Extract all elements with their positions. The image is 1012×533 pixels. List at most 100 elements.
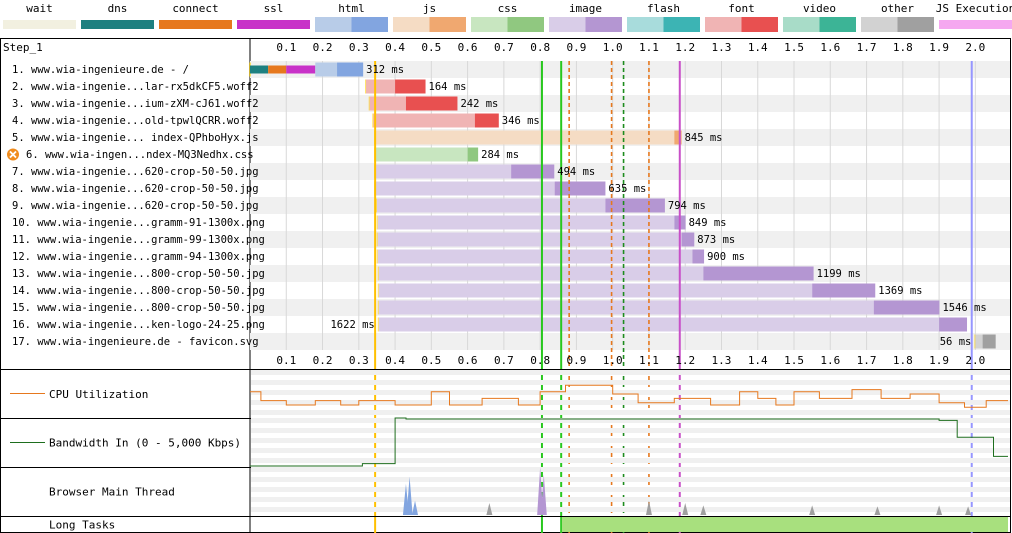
- panel-stripe: [251, 497, 1010, 502]
- request-row: [374, 130, 682, 145]
- axis-tick-label: 0.8: [530, 354, 550, 367]
- render-blocking-icon: [7, 148, 19, 161]
- request-row: [372, 113, 499, 128]
- main-thread-spike: [537, 467, 544, 515]
- request-label: 5. www.wia-ingenie... index-QPhboHyx.js: [12, 132, 259, 144]
- legend-item-wait: wait: [3, 2, 76, 29]
- ttfb-bar: [369, 96, 406, 111]
- main-thread-spike: [540, 474, 547, 515]
- legend-swatch-light: [549, 17, 586, 32]
- main-thread-spike: [645, 500, 652, 515]
- download-bar: [939, 317, 968, 332]
- axis-tick-label: 0.1: [276, 354, 296, 367]
- axis-tick-label: 0.9: [566, 41, 586, 54]
- axis-tick-label: 0.3: [349, 41, 369, 54]
- legend-swatch: [159, 20, 232, 29]
- panel-stripe: [251, 458, 1010, 463]
- ttfb-bar: [376, 198, 606, 213]
- axis-tick-label: 1.5: [784, 354, 804, 367]
- legend-item-ssl: ssl: [237, 2, 310, 29]
- main-thread-spike: [682, 503, 689, 515]
- axis-tick-label: 1.3: [712, 41, 732, 54]
- download-bar: [703, 266, 814, 281]
- legend-label: video: [803, 2, 836, 15]
- axis-tick-label: 1.1: [639, 41, 659, 54]
- axis-tick-label: 1.6: [820, 354, 840, 367]
- legend-label: other: [881, 2, 914, 15]
- axis-tick-label: 0.7: [494, 41, 514, 54]
- legend-swatch-dark: [663, 17, 700, 32]
- request-row: [377, 317, 968, 332]
- duration-label: 1546 ms: [942, 302, 986, 314]
- legend-swatch-light: [315, 17, 352, 32]
- duration-label: 1369 ms: [878, 285, 922, 297]
- panel-label: Long Tasks: [49, 519, 115, 532]
- legend-swatch-light: [705, 17, 742, 32]
- axis-tick-label: 1.3: [712, 354, 732, 367]
- axis-tick-label: 1.7: [857, 354, 877, 367]
- duration-label: 346 ms: [502, 115, 540, 127]
- request-label: 10. www.wia-ingenie...gramm-91-1300x.png: [12, 217, 265, 229]
- ttfb-bar: [373, 113, 475, 128]
- request-row: [974, 334, 996, 349]
- legend: wait dns connect ssl html js css image flash font…: [3, 2, 1012, 32]
- panel-stripe: [251, 428, 1010, 433]
- panel-stripe: [251, 370, 1010, 375]
- download-bar: [873, 300, 940, 315]
- panel-stripe: [251, 390, 1010, 395]
- panel-label: Bandwidth In (0 - 5,000 Kbps): [49, 437, 241, 450]
- request-row: [365, 79, 426, 94]
- request-label: 2. www.wia-ingenie...lar-rx5dkCF5.woff2: [12, 81, 259, 93]
- duration-label: 845 ms: [685, 132, 723, 144]
- panel-stripe: [251, 448, 1010, 453]
- request-row: [374, 164, 555, 179]
- legend-item-connect: connect: [159, 2, 232, 29]
- legend-item-video: video: [783, 2, 856, 32]
- request-row: [368, 96, 458, 111]
- duration-label: 1622 ms: [330, 319, 374, 331]
- download-bar: [511, 164, 555, 179]
- axis-tick-label: 0.9: [566, 354, 586, 367]
- request-row: [376, 249, 705, 264]
- duration-label: 164 ms: [429, 81, 467, 93]
- axis-tick-label: 1.7: [857, 41, 877, 54]
- legend-label: dns: [108, 2, 128, 15]
- axis-tick-label: 2.0: [965, 354, 985, 367]
- long-tasks-panel: Long Tasks: [49, 519, 115, 532]
- ttfb-bar: [375, 130, 675, 145]
- download-bar: [467, 147, 479, 162]
- step-label: Step_1: [3, 41, 43, 54]
- download-bar: [337, 62, 364, 77]
- ssl-bar: [286, 65, 316, 74]
- request-label: 15. www.wia-ingenie...800-crop-50-50.jpg: [12, 302, 265, 314]
- axis-tick-label: 1.4: [748, 41, 768, 54]
- panel-stripe: [251, 467, 1010, 472]
- legend-item-js: js: [393, 2, 466, 32]
- axis-tick-label: 1.2: [675, 41, 695, 54]
- request-label: 7. www.wia-ingenie...620-crop-50-50.jpg: [12, 166, 259, 178]
- dns-bar: [250, 65, 269, 74]
- axis-tick-label: 2.0: [965, 41, 985, 54]
- axis-tick-label: 1.9: [929, 354, 949, 367]
- request-label: 3. www.wia-ingenie...ium-zXM-cJ61.woff2: [12, 98, 259, 110]
- duration-label: 242 ms: [460, 98, 498, 110]
- axis-tick-label: 1.6: [820, 41, 840, 54]
- legend-item-html: html: [315, 2, 388, 32]
- legend-swatch-dark: [897, 17, 934, 32]
- ttfb-bar: [975, 334, 983, 349]
- request-label: 11. www.wia-ingenie...gramm-99-1300x.png: [12, 234, 265, 246]
- main-thread-spike: [965, 506, 972, 515]
- download-bar: [692, 249, 705, 264]
- main-thread-spike: [406, 476, 413, 515]
- axis-tick-label: 0.2: [313, 41, 333, 54]
- legend-swatch-dark: [741, 17, 778, 32]
- legend-item-dns: dns: [81, 2, 154, 29]
- axis-tick-label: 1.9: [929, 41, 949, 54]
- legend-swatch: [3, 20, 76, 29]
- request-row: [376, 215, 686, 230]
- request-label: 8. www.wia-ingenie...620-crop-50-50.jpg: [12, 183, 259, 195]
- duration-label: 873 ms: [697, 234, 735, 246]
- ttfb-bar: [378, 300, 874, 315]
- panel-stripe: [251, 438, 1010, 443]
